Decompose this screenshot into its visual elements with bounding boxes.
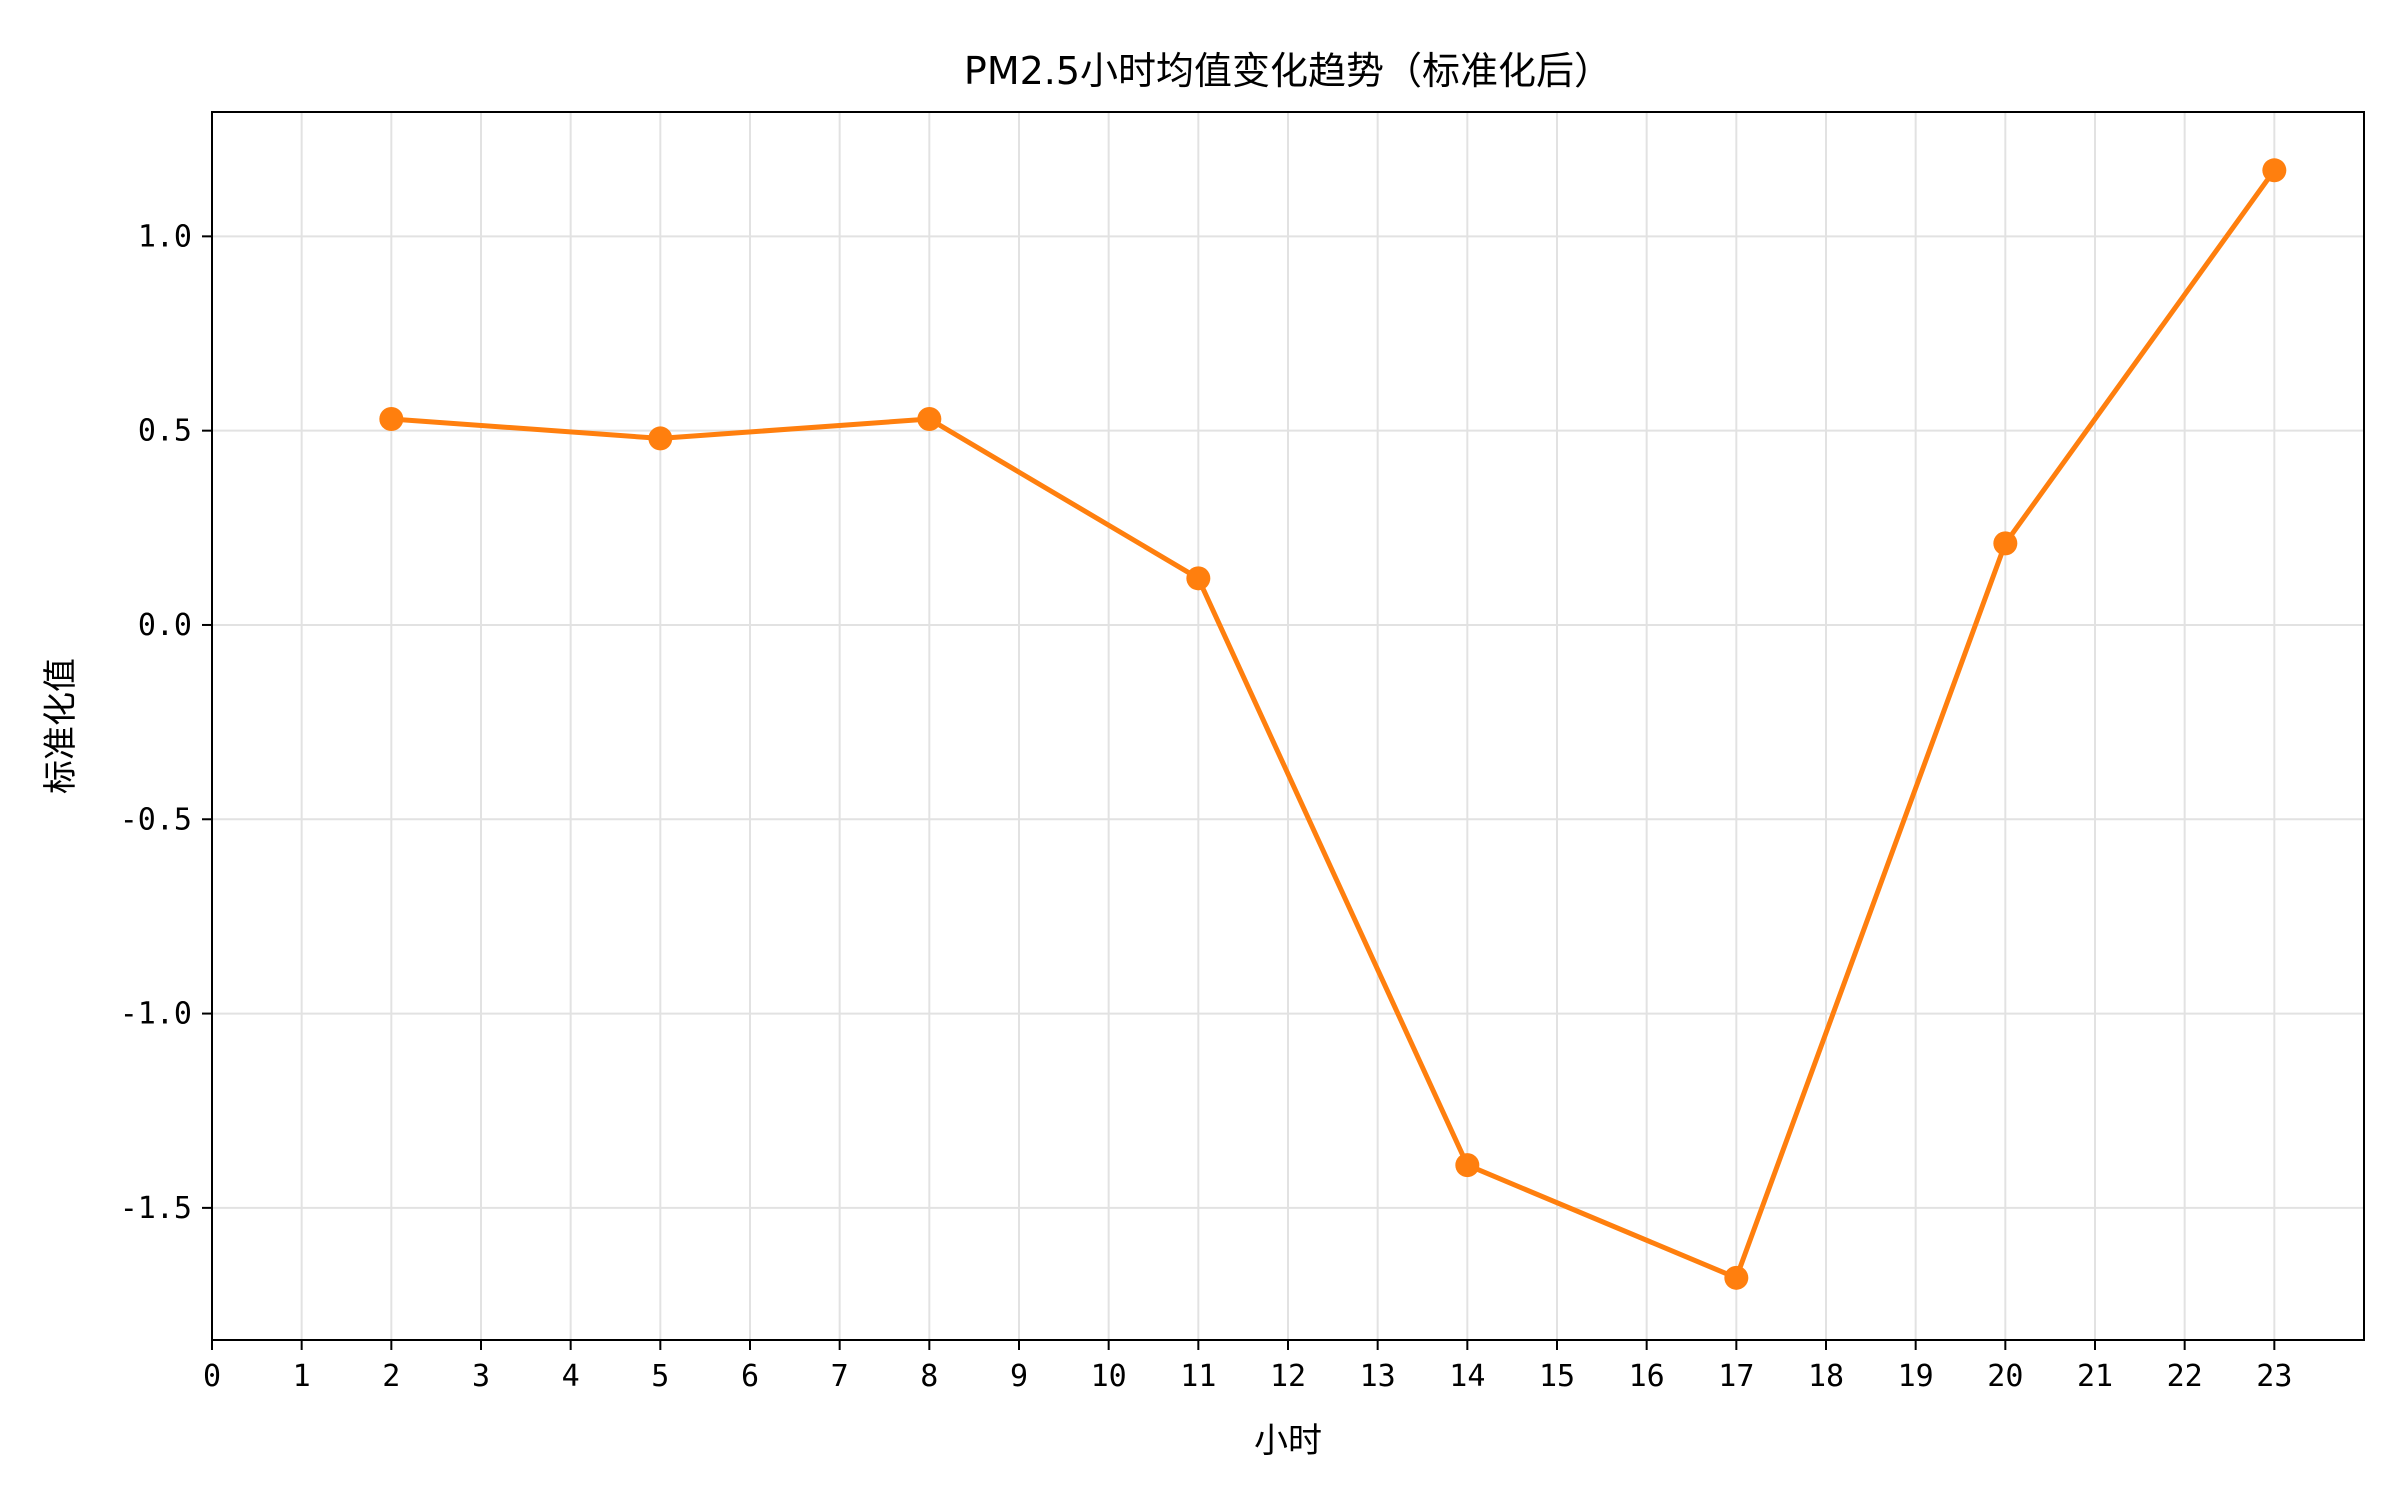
x-tick-label: 14 [1449, 1359, 1485, 1394]
y-tick-label: 1.0 [138, 219, 192, 254]
y-tick-label: 0.5 [138, 414, 192, 449]
axis-ticks: 0 1 2 3 4 5 6 7 8 9 10 11 12 13 14 15 16 17 18 19 20 21 22 23-1… [120, 219, 2293, 1394]
x-tick-label: 15 [1539, 1359, 1575, 1394]
y-tick-label: -1.0 [120, 997, 192, 1032]
x-tick-label: 10 [1091, 1359, 1127, 1394]
grid-lines [211, 112, 2364, 1340]
data-series [379, 158, 2287, 1290]
data-point-marker [1993, 531, 2018, 556]
data-point-marker [917, 407, 942, 431]
data-point-marker [379, 407, 404, 431]
plot-frame [211, 111, 2365, 1341]
x-tick-label: 17 [1718, 1359, 1754, 1394]
y-axis-label: 标准化值 [41, 658, 81, 794]
x-tick-label: 4 [562, 1359, 580, 1394]
x-tick-label: 23 [2256, 1359, 2292, 1394]
x-tick-label: 21 [2077, 1359, 2113, 1394]
chart-title: PM2.5小时均值变化趋势（标准化后） [964, 49, 1612, 93]
x-tick-label: 0 [203, 1359, 221, 1394]
x-axis-label: 小时 [1254, 1421, 1322, 1461]
x-tick-label: 1 [293, 1359, 311, 1394]
data-point-marker [2262, 158, 2287, 183]
x-tick-label: 13 [1360, 1359, 1396, 1394]
x-tick-label: 3 [472, 1359, 490, 1394]
x-tick-label: 12 [1270, 1359, 1306, 1394]
data-point-marker [648, 426, 673, 451]
x-tick-label: 16 [1629, 1359, 1665, 1394]
y-tick-label: -0.5 [120, 802, 192, 837]
x-tick-label: 19 [1898, 1359, 1934, 1394]
x-tick-label: 8 [920, 1359, 938, 1394]
x-tick-label: 9 [1010, 1359, 1028, 1394]
x-tick-label: 11 [1180, 1359, 1216, 1394]
data-point-marker [1455, 1153, 1480, 1178]
data-point-marker [1186, 566, 1211, 591]
x-tick-label: 22 [2167, 1359, 2203, 1394]
y-tick-label: -1.5 [120, 1191, 192, 1226]
x-tick-label: 2 [382, 1359, 400, 1394]
x-tick-label: 7 [831, 1359, 849, 1394]
x-tick-label: 5 [651, 1359, 669, 1394]
x-tick-label: 20 [1987, 1359, 2023, 1394]
data-point-marker [1724, 1265, 1749, 1290]
x-tick-label: 18 [1808, 1359, 1844, 1394]
x-tick-label: 6 [741, 1359, 759, 1394]
series-line [391, 168, 2277, 1281]
y-tick-label: 0.0 [138, 608, 192, 643]
